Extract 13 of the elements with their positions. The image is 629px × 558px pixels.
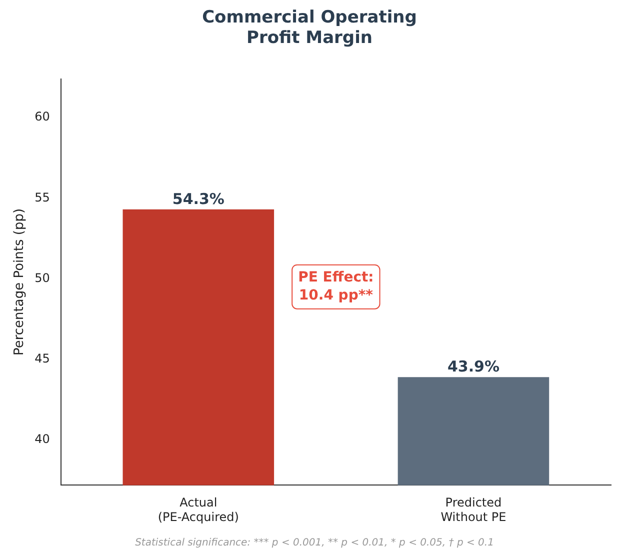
- y-tick-label: 40: [34, 432, 50, 446]
- y-tick-label: 60: [34, 110, 50, 124]
- data-label: 54.3%: [172, 190, 224, 208]
- y-tick-label: 45: [34, 352, 50, 366]
- data-label: 43.9%: [447, 358, 500, 376]
- x-tick-label: Predicted Without PE: [440, 496, 506, 524]
- x-tick-label: Actual (PE-Acquired): [158, 496, 239, 524]
- annotation: PE Effect: 10.4 pp**: [298, 269, 374, 304]
- text: Statistical significance: *** p < 0.001, ** p < 0.01, * p < 0.05, † p < 0.1: [135, 538, 494, 549]
- chart-title: Commercial Operating Profit Margin: [202, 8, 417, 48]
- y-tick-label: 55: [34, 190, 50, 204]
- y-tick-label: 50: [34, 270, 50, 285]
- y-axis-title: Percentage Points (pp): [12, 208, 28, 356]
